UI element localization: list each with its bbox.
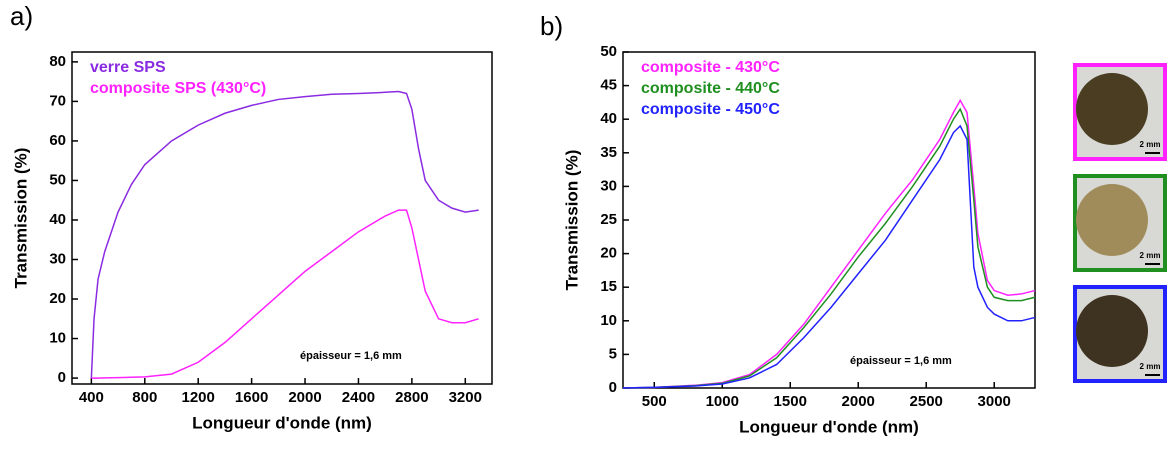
scale-label: 2 mm bbox=[1140, 140, 1161, 149]
y-tick-label: 25 bbox=[600, 211, 617, 228]
y-tick-label: 0 bbox=[609, 379, 617, 396]
x-tick-label: 2400 bbox=[342, 389, 375, 406]
legend-label: composite - 450°C bbox=[641, 101, 780, 118]
series-line bbox=[622, 107, 1036, 389]
sample-disk bbox=[1076, 295, 1148, 367]
y-tick-label: 20 bbox=[49, 290, 66, 307]
sample-disk bbox=[1076, 73, 1148, 145]
photo: 2 mm bbox=[1073, 174, 1167, 272]
panel-label: b) bbox=[540, 11, 563, 41]
y-tick-label: 15 bbox=[600, 278, 617, 295]
photo: 2 mm bbox=[1073, 285, 1167, 383]
x-tick-label: 1500 bbox=[774, 393, 807, 410]
x-tick-label: 2000 bbox=[842, 393, 875, 410]
panel-label: a) bbox=[10, 1, 33, 31]
scale-label: 2 mm bbox=[1140, 251, 1161, 260]
y-tick-label: 30 bbox=[600, 177, 617, 194]
y-tick-label: 0 bbox=[58, 369, 66, 386]
x-tick-label: 3000 bbox=[978, 393, 1011, 410]
y-tick-label: 70 bbox=[49, 92, 66, 109]
photo: 2 mm bbox=[1073, 63, 1167, 161]
y-tick-label: 30 bbox=[49, 250, 66, 267]
annotation: épaisseur = 1,6 mm bbox=[300, 350, 402, 362]
x-tick-label: 2500 bbox=[910, 393, 943, 410]
series-line bbox=[91, 209, 479, 379]
y-tick-label: 5 bbox=[609, 345, 617, 362]
series-line bbox=[622, 124, 1036, 389]
x-tick-label: 400 bbox=[79, 389, 104, 406]
x-tick-label: 3200 bbox=[449, 389, 482, 406]
scale-label: 2 mm bbox=[1140, 362, 1161, 371]
y-tick-label: 50 bbox=[49, 171, 66, 188]
y-axis-label: Transmission (%) bbox=[11, 148, 30, 289]
legend-label: composite - 440°C bbox=[641, 80, 780, 97]
series-line bbox=[622, 98, 1036, 389]
sample-disk bbox=[1076, 184, 1148, 256]
plot-frame bbox=[71, 51, 493, 385]
legend-label: composite - 430°C bbox=[641, 59, 780, 76]
y-tick-label: 80 bbox=[49, 53, 66, 70]
y-tick-label: 40 bbox=[49, 211, 66, 228]
y-tick-label: 50 bbox=[600, 43, 617, 60]
y-tick-label: 45 bbox=[600, 77, 617, 94]
y-tick-label: 40 bbox=[600, 110, 617, 127]
y-axis-label: Transmission (%) bbox=[562, 150, 581, 291]
annotation: épaisseur = 1,6 mm bbox=[850, 355, 952, 367]
y-tick-label: 20 bbox=[600, 245, 617, 262]
x-tick-label: 1200 bbox=[182, 389, 215, 406]
x-axis-label: Longueur d'onde (nm) bbox=[192, 413, 372, 432]
y-tick-label: 10 bbox=[600, 312, 617, 329]
legend-label: verre SPS bbox=[90, 59, 166, 76]
x-tick-label: 2000 bbox=[288, 389, 321, 406]
y-tick-label: 60 bbox=[49, 132, 66, 149]
x-axis-label: Longueur d'onde (nm) bbox=[739, 417, 919, 436]
y-tick-label: 35 bbox=[600, 144, 617, 161]
x-tick-label: 800 bbox=[132, 389, 157, 406]
y-tick-label: 10 bbox=[49, 330, 66, 347]
series-line bbox=[90, 90, 479, 379]
x-tick-label: 1600 bbox=[235, 389, 268, 406]
x-tick-label: 1000 bbox=[706, 393, 739, 410]
x-tick-label: 500 bbox=[642, 393, 667, 410]
legend-label: composite SPS (430°C) bbox=[90, 80, 266, 97]
x-tick-label: 2800 bbox=[395, 389, 428, 406]
